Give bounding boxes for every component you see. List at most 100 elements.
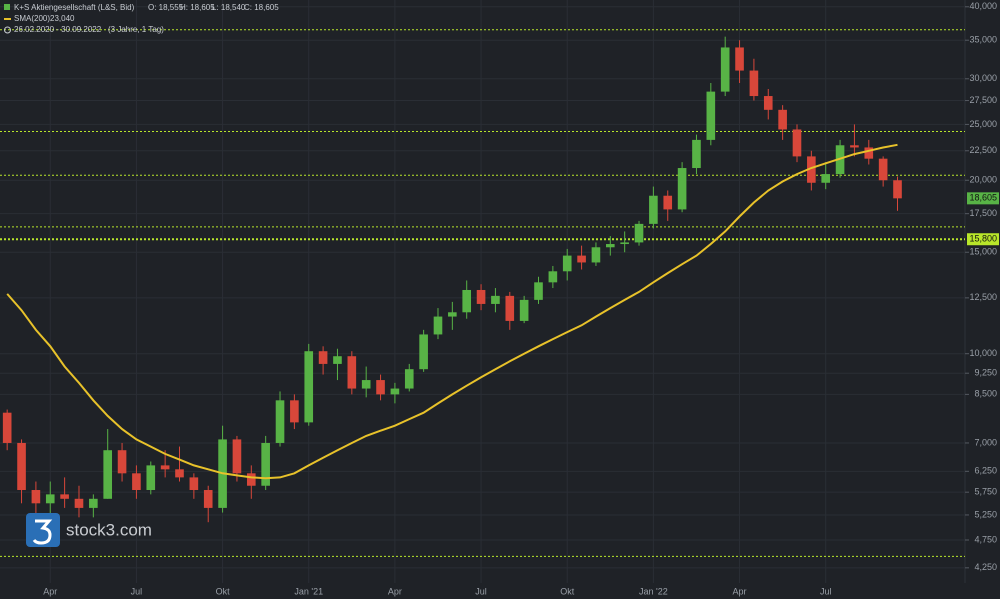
candle-body <box>735 47 744 71</box>
candle-body <box>275 400 285 443</box>
candle-body <box>132 473 141 491</box>
x-tick-label: Jan '21 <box>294 586 323 596</box>
candle-body <box>720 47 730 92</box>
candle-body <box>620 242 629 245</box>
ohlc-low: L: 18,540 <box>212 3 246 12</box>
candle-body <box>663 195 673 210</box>
candle-body <box>175 469 184 478</box>
candle-body <box>792 129 802 157</box>
candle-body <box>749 70 759 97</box>
candle-body <box>376 380 385 395</box>
y-tick-label: 12,500 <box>969 292 997 302</box>
y-tick-label: 8,500 <box>974 389 997 399</box>
y-tick-label: 25,000 <box>969 119 997 129</box>
y-tick-label: 5,750 <box>974 487 997 497</box>
candle-body <box>117 450 127 474</box>
x-tick-label: Okt <box>216 586 231 596</box>
candle-body <box>103 450 113 499</box>
candle-body <box>304 351 314 423</box>
y-tick-label: 4,750 <box>974 534 997 544</box>
candle-body <box>419 334 428 370</box>
candle-body <box>189 477 199 491</box>
candle-body <box>778 109 787 130</box>
plot <box>2 36 902 546</box>
candle-body <box>649 195 658 224</box>
candle-body <box>290 400 299 423</box>
y-tick-label: 20,000 <box>969 175 997 185</box>
y-tick-label: 4,250 <box>974 562 997 572</box>
candle-body <box>634 223 644 243</box>
x-tick-label: Apr <box>43 586 57 596</box>
ohlc-close: C: 18,605 <box>244 3 279 12</box>
candle-body <box>807 156 816 183</box>
y-tick-label: 22,500 <box>969 145 997 155</box>
candle-body <box>763 96 773 110</box>
candle-body <box>562 255 572 272</box>
y-tick-label: 30,000 <box>969 73 997 83</box>
price-label: 18,605 <box>969 193 997 203</box>
candle-body <box>333 356 342 364</box>
candle-body <box>146 465 156 491</box>
price-label: 15,800 <box>969 234 997 244</box>
candle-body <box>232 439 242 474</box>
y-tick-label: 9,250 <box>974 368 997 378</box>
candle-body <box>404 369 414 389</box>
candle-body <box>893 180 902 199</box>
y-tick-label: 40,000 <box>969 1 997 11</box>
candle-body <box>60 494 69 499</box>
candle-body <box>203 490 213 508</box>
candle-body <box>462 289 472 313</box>
candle-body <box>261 442 270 486</box>
price-label-box <box>967 233 999 246</box>
candle-body <box>677 168 687 210</box>
y-tick-label: 27,500 <box>969 95 997 105</box>
logo <box>26 513 60 547</box>
x-tick-label: Jul <box>820 586 832 596</box>
price-label-box <box>967 192 999 205</box>
candle-body <box>692 139 701 169</box>
candle-body <box>74 498 84 508</box>
candle-body <box>591 247 601 263</box>
candle-body <box>864 147 874 159</box>
candle-body <box>246 473 256 486</box>
candle-body <box>361 380 371 389</box>
candle-body <box>878 158 888 181</box>
candle-body <box>31 490 41 504</box>
candle-body <box>476 289 486 304</box>
levels <box>0 29 965 557</box>
candle-body <box>347 356 357 389</box>
candle-body <box>318 351 328 364</box>
instrument-title: K+S Aktiengesellschaft (L&S, Bid) <box>14 3 135 12</box>
y-tick-label: 17,500 <box>969 208 997 218</box>
sma-legend: SMA(200) <box>14 14 50 23</box>
grid <box>0 0 969 583</box>
x-tick-label: Okt <box>560 586 575 596</box>
y-tick-label: 7,000 <box>974 437 997 447</box>
candle-body <box>577 255 586 263</box>
ohlc-high: H: 18,605 <box>180 3 215 12</box>
interval: (3 Jahre, 1 Tag) <box>108 25 164 34</box>
x-tick-label: Jul <box>475 586 487 596</box>
candle-body <box>505 295 515 321</box>
candle-body <box>519 299 529 321</box>
date-range: 26.02.2020 - 30.09.2022 <box>14 25 102 34</box>
x-tick-label: Jan '22 <box>639 586 668 596</box>
candle-body <box>433 316 443 335</box>
candle-body <box>89 498 98 508</box>
candle-body <box>390 388 400 395</box>
ohlc-open: O: 18,555 <box>148 3 184 12</box>
x-tick-label: Apr <box>388 586 402 596</box>
logo-glyph <box>32 519 53 545</box>
x-tick-label: Jul <box>131 586 143 596</box>
candle-body <box>706 91 716 140</box>
x-tick-label: Apr <box>733 586 747 596</box>
y-tick-label: 35,000 <box>969 35 997 45</box>
candle-body <box>850 145 859 148</box>
candle-body <box>17 442 26 491</box>
y-tick-label: 6,250 <box>974 466 997 476</box>
candle-body <box>605 244 615 248</box>
sma-legend-swatch <box>4 18 11 20</box>
candle-body <box>160 465 170 470</box>
